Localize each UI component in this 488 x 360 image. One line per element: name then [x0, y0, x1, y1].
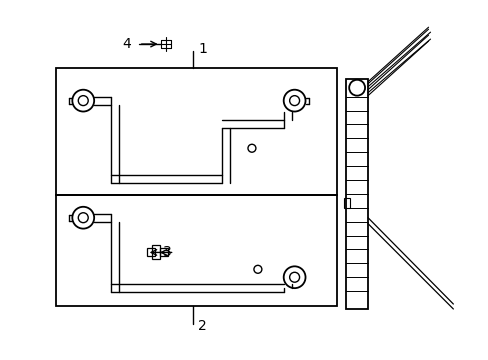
Bar	[151, 246, 160, 260]
Text: 2: 2	[198, 319, 207, 333]
Bar	[344, 198, 349, 208]
Bar	[146, 248, 154, 256]
Bar	[346, 79, 367, 309]
Bar	[56, 195, 337, 306]
Bar	[160, 248, 167, 256]
Text: 3: 3	[163, 246, 172, 260]
Text: 4: 4	[122, 37, 131, 51]
Text: 1: 1	[198, 42, 207, 56]
Bar	[56, 68, 337, 195]
